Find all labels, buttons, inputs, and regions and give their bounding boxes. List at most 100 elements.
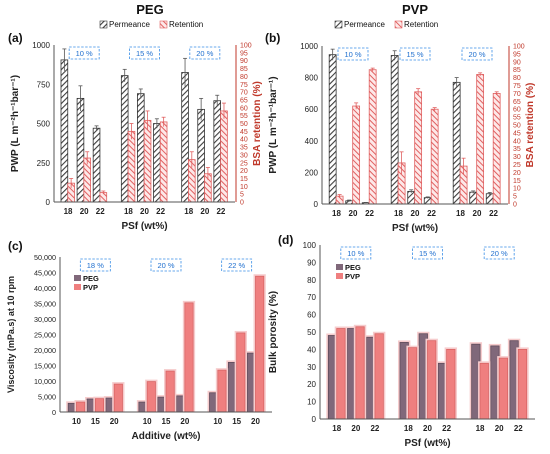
- group-label: 22 %: [228, 261, 245, 270]
- group-box: [79, 258, 111, 272]
- legend-label: PEG: [83, 274, 99, 283]
- x-tick-label: 20: [349, 209, 358, 218]
- y-axis-label: PWP (L m⁻²h⁻¹bar⁻¹): [268, 76, 279, 173]
- y-tick-label: 50: [307, 328, 316, 337]
- y2-tick-label: 30: [240, 152, 248, 159]
- x-tick-label: 18: [456, 209, 465, 218]
- y-tick-label: 40,000: [34, 284, 56, 293]
- y2-tick-label: 45: [513, 130, 521, 137]
- chart-panel-2: (b)PVP0200400600800100005101520253035404…: [265, 2, 536, 234]
- y2-tick-label: 55: [240, 113, 248, 120]
- y2-tick-label: 40: [513, 138, 521, 145]
- x-tick-label: 22: [514, 424, 523, 433]
- chart-panel-1: (a)PEG0250500750100005101520253035404550…: [8, 2, 263, 232]
- bar-retention: [143, 119, 152, 203]
- x-tick-label: 10: [72, 417, 81, 426]
- y2-tick-label: 80: [240, 74, 248, 81]
- y2-tick-label: 10: [513, 186, 521, 193]
- bar-retention: [492, 93, 501, 205]
- x-axis-label: Additive (wt%): [132, 431, 201, 442]
- group-box: [221, 258, 253, 272]
- y2-tick-label: 10: [240, 184, 248, 191]
- y-tick-label: 80: [307, 276, 316, 285]
- bar-pvp: [374, 333, 384, 420]
- y-tick-label: 0: [314, 200, 319, 209]
- y2-tick-label: 70: [240, 90, 248, 97]
- y-tick-label: 50,000: [34, 253, 56, 262]
- x-tick-label: 22: [96, 207, 105, 216]
- bar-retention: [414, 91, 423, 205]
- bar-permeance: [60, 59, 69, 203]
- y-tick-label: 400: [305, 137, 319, 146]
- y-tick-label: 70: [307, 293, 316, 302]
- x-tick-label: 20: [251, 417, 260, 426]
- y-tick-label: 35,000: [34, 300, 56, 309]
- y-tick-label: 800: [305, 74, 319, 83]
- y2-tick-label: 5: [240, 192, 244, 199]
- group-box: [68, 46, 100, 60]
- y-tick-label: 1000: [32, 41, 50, 50]
- x-tick-label: 22: [216, 207, 225, 216]
- bar-pvp: [355, 326, 365, 420]
- y-tick-label: 10,000: [34, 377, 56, 386]
- legend-swatch-pvp: [74, 284, 81, 290]
- legend-label: PVP: [83, 283, 98, 292]
- legend-swatch-permeance: [334, 20, 343, 29]
- legend-label: PVP: [345, 272, 360, 281]
- y-tick-label: 10: [307, 398, 316, 407]
- x-tick-label: 18: [476, 424, 485, 433]
- bar-pvp: [427, 340, 437, 420]
- x-tick-label: 18: [394, 209, 403, 218]
- x-tick-label: 22: [489, 209, 498, 218]
- legend-label: Permeance: [109, 20, 150, 29]
- chart-panel-3: (c) 0 5,000 10,000 15,000 20,000 25,000 30,000 3…: [6, 239, 272, 442]
- y-tick-label: 45,000: [34, 269, 56, 278]
- y-tick-label: 600: [305, 105, 319, 114]
- y2-tick-label: 100: [240, 43, 252, 50]
- group-label: 15 %: [136, 49, 153, 58]
- bar-pvp: [336, 328, 346, 420]
- x-axis-label: PSf (wt%): [392, 223, 438, 234]
- bar-pvp: [236, 332, 246, 413]
- y-axis-label: Bulk porosity (%): [268, 291, 279, 373]
- x-tick-label: 18: [64, 207, 73, 216]
- legend-label: Retention: [169, 20, 203, 29]
- bar-pvp: [498, 357, 508, 420]
- group-box: [189, 46, 221, 60]
- y-tick-label: 5,000: [38, 393, 56, 402]
- bar-permeance: [213, 100, 222, 203]
- x-tick-label: 20: [411, 209, 420, 218]
- group-label: 10 %: [76, 49, 93, 58]
- y-tick-label: 100: [303, 241, 317, 250]
- y2-tick-label: 85: [240, 66, 248, 73]
- bar-pvp: [94, 398, 105, 413]
- y-axis-label: Viscosity (mPa.s) at 10 rpm: [6, 276, 16, 393]
- y2-tick-label: 95: [513, 51, 521, 58]
- chart-title: PEG: [136, 2, 163, 17]
- legend-swatch-peg: [336, 264, 343, 270]
- group-label: 20 %: [157, 261, 174, 270]
- x-tick-label: 18: [404, 424, 413, 433]
- y-tick-label: 20: [307, 380, 316, 389]
- x-axis-label: PSf (wt%): [404, 438, 450, 449]
- bar-pvp: [517, 348, 528, 420]
- x-tick-label: 20: [351, 424, 360, 433]
- x-tick-label: 22: [427, 209, 436, 218]
- y-tick-label: 1000: [300, 42, 318, 51]
- bar-pvp: [407, 347, 418, 420]
- y2-tick-label: 25: [240, 160, 248, 167]
- y2-tick-label: 35: [240, 145, 248, 152]
- x-tick-label: 22: [365, 209, 374, 218]
- y2-tick-label: 80: [513, 75, 521, 82]
- y-tick-label: 20,000: [34, 346, 56, 355]
- y-tick-label: 15,000: [34, 362, 56, 371]
- y2-tick-label: 15: [513, 178, 521, 185]
- chart-panel-4: (d) 0 10 20 30 40 50 60 70 80 90 100 18 20 22 18 20 22 18 2…: [268, 233, 535, 449]
- y-tick-label: 250: [37, 159, 51, 168]
- y2-tick-label: 5: [513, 194, 517, 201]
- x-tick-label: 22: [156, 207, 165, 216]
- y2-tick-label: 0: [240, 200, 244, 207]
- x-tick-label: 20: [423, 424, 432, 433]
- bar-pvp: [479, 362, 489, 420]
- y2-tick-label: 70: [513, 91, 521, 98]
